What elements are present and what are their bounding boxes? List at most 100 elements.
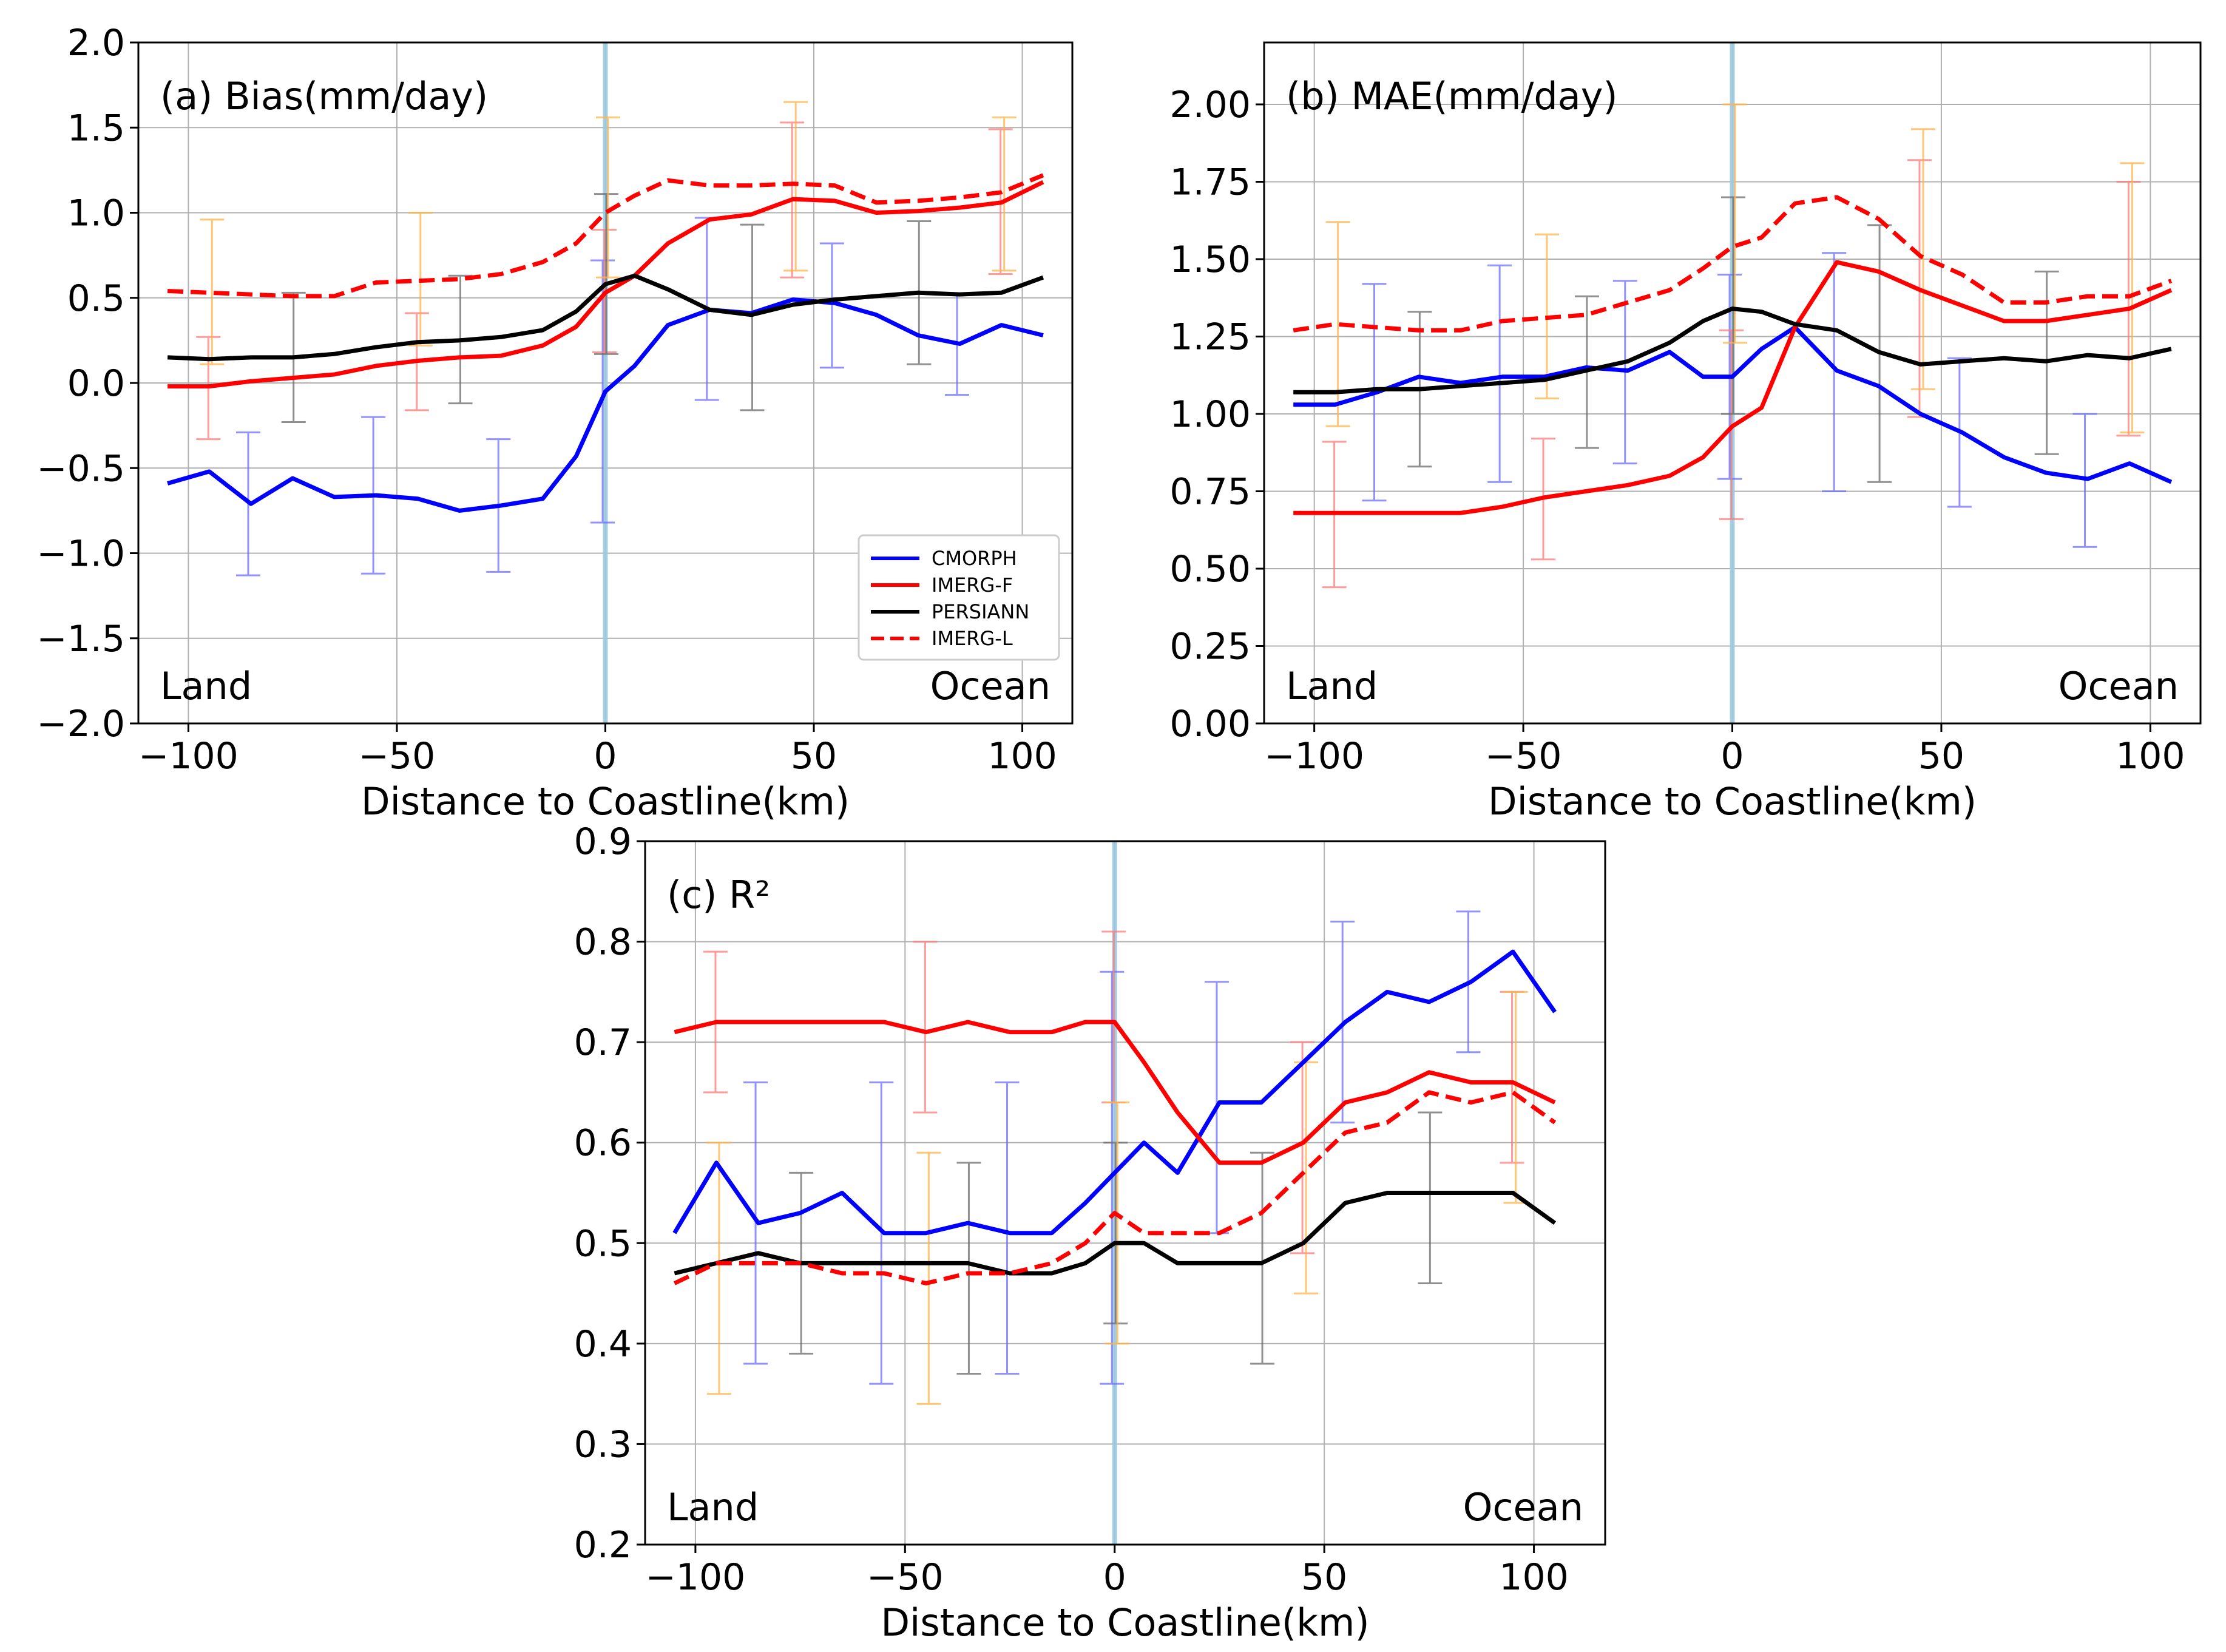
y-tick-label: −2.0 (36, 703, 125, 745)
errorbar-imerg-l (2120, 162, 2145, 434)
errorbar-persiann (1250, 1151, 1275, 1365)
series-line-cmorph (672, 949, 1557, 1236)
series-line-imerg-l (673, 1090, 1557, 1285)
chart-panel-c: −100 −50 0 50 100 0.2 0.3 0.4 0.5 0.6 0.7 0.8 0.9 Dis… (574, 821, 1606, 1645)
series-line-imerg-l (167, 173, 1044, 299)
series-line-persiann (1293, 306, 2172, 394)
y-tick-label: 1.0 (67, 192, 125, 235)
y-tick-label: −1.0 (36, 533, 125, 575)
series-line-persiann (674, 1191, 1557, 1276)
errorbar-imerg-l (596, 116, 620, 279)
errorbar-cmorph (819, 242, 844, 369)
panel-title: (a) Bias(mm/day) (160, 74, 488, 118)
errorbar-imerg-f (1500, 990, 1524, 1164)
errorbar-persiann (740, 223, 765, 411)
panel-title: (b) MAE(mm/day) (1286, 74, 1618, 118)
legend-label-imerg-f: IMERG-F (932, 574, 1013, 597)
y-tick-label: 0.5 (67, 277, 125, 320)
errorbar-imerg-l (992, 116, 1017, 272)
y-tick-label: 0.9 (574, 821, 632, 863)
legend-label-persiann: PERSIANN (932, 600, 1029, 623)
land-label: Land (1286, 664, 1378, 708)
y-tick-label: 0.0 (67, 362, 125, 405)
errorbar-imerg-f (913, 941, 938, 1114)
series-line-persiann (167, 273, 1044, 362)
chart-panel-a: −100 −50 0 50 100 −2.0 −1.5 −1.0 −0.5 0.0 0.5 1.0 1.… (36, 22, 1074, 824)
x-tick-label: 0 (1720, 735, 1744, 777)
y-tick-label: 1.75 (1169, 161, 1251, 204)
errorbar-cmorph (743, 1081, 768, 1365)
ocean-label: Ocean (930, 664, 1050, 708)
y-tick-label: 1.00 (1169, 393, 1251, 436)
errorbar-imerg-f (1290, 1041, 1315, 1254)
x-tick-label: −100 (1264, 735, 1364, 777)
y-tick-label: −1.5 (36, 618, 125, 660)
ocean-label: Ocean (1463, 1485, 1583, 1529)
ocean-label: Ocean (2059, 664, 2179, 708)
x-tick-label: −50 (1485, 735, 1562, 777)
y-tick-label: 2.00 (1169, 84, 1251, 126)
y-tick-label: 0.7 (574, 1021, 632, 1064)
errorbar-cmorph (995, 1081, 1020, 1375)
errorbar-imerg-l (1910, 128, 1935, 390)
y-tick-label: 0.4 (574, 1323, 632, 1366)
y-tick-label: 0.00 (1169, 703, 1251, 745)
series-line-imerg-f (167, 180, 1044, 389)
y-tick-label: 0.8 (574, 921, 632, 964)
x-tick-label: −100 (646, 1556, 746, 1599)
x-axis-title: Distance to Coastline(km) (361, 779, 850, 824)
y-tick-label: 1.50 (1169, 239, 1251, 281)
errorbar-imerg-l (783, 101, 808, 272)
x-tick-label: 0 (1103, 1556, 1126, 1599)
errorbar-cmorph (1487, 264, 1512, 483)
series-line-imerg-f (1293, 260, 2173, 515)
x-tick-label: 0 (594, 735, 617, 777)
x-tick-label: −50 (359, 735, 436, 777)
legend-label-cmorph: CMORPH (932, 547, 1017, 570)
legend: CMORPH IMERG-F PERSIANN IMERG-L (858, 534, 1060, 661)
land-label: Land (160, 664, 252, 708)
errorbar-imerg-l (1723, 103, 1747, 344)
y-tick-label: −0.5 (36, 447, 125, 490)
x-axis-title: Distance to Coastline(km) (1488, 779, 1977, 824)
x-tick-label: 50 (1918, 735, 1964, 777)
errorbar-imerg-l (1503, 990, 1528, 1204)
errorbar-imerg-l (916, 1151, 941, 1405)
errorbar-imerg-l (706, 1142, 731, 1395)
land-label: Land (667, 1485, 759, 1529)
panel-title: (c) R² (667, 873, 770, 917)
errorbar-persiann (1721, 196, 1745, 415)
x-tick-label: 50 (791, 735, 837, 777)
y-tick-label: 0.6 (574, 1122, 632, 1165)
errorbar-persiann (594, 193, 618, 355)
legend-box (858, 534, 1060, 661)
y-tick-label: 2.0 (67, 22, 125, 64)
x-tick-label: 100 (2116, 735, 2185, 777)
errorbar-persiann (1418, 1111, 1443, 1285)
y-tick-label: 1.5 (67, 107, 125, 149)
y-tick-label: 0.5 (574, 1222, 632, 1265)
x-axis-title: Distance to Coastline(km) (881, 1600, 1369, 1645)
errorbar-imerg-l (200, 218, 225, 365)
y-tick-label: 0.3 (574, 1423, 632, 1466)
x-tick-label: −100 (138, 735, 238, 777)
errorbar-cmorph (1822, 252, 1847, 492)
series-line-imerg-f (674, 1020, 1556, 1165)
y-tick-label: 1.25 (1169, 316, 1251, 359)
series-line-cmorph (1293, 325, 2173, 484)
errorbar-imerg-l (1105, 1101, 1130, 1345)
errorbar-imerg-f (1101, 930, 1126, 1103)
x-tick-label: 100 (1499, 1556, 1569, 1599)
x-tick-label: 50 (1301, 1556, 1347, 1599)
y-tick-label: 0.25 (1169, 626, 1251, 668)
x-tick-label: −50 (867, 1556, 944, 1599)
y-tick-label: 0.75 (1169, 471, 1251, 513)
errorbar-cmorph (590, 259, 615, 524)
axes-frame (644, 840, 1606, 1546)
series-line-cmorph (167, 297, 1044, 513)
y-tick-label: 0.2 (574, 1524, 632, 1566)
legend-label-imerg-l: IMERG-L (932, 627, 1013, 650)
errorbar-persiann (956, 1162, 981, 1375)
series-line-imerg-l (1293, 195, 2173, 333)
